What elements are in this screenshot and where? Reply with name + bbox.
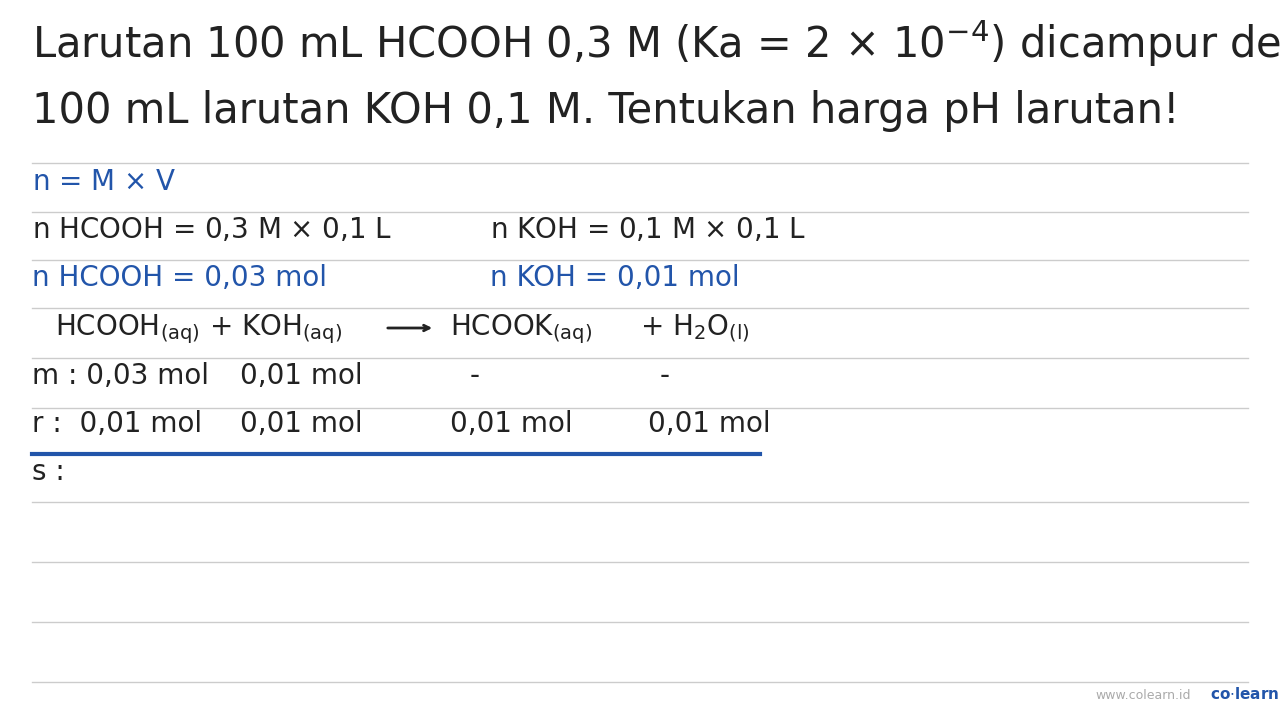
Text: n = M $\times$ V: n = M $\times$ V [32,168,177,196]
Text: HCOOH$_{\mathregular{(aq)}}$ + KOH$_{\mathregular{(aq)}}$: HCOOH$_{\mathregular{(aq)}}$ + KOH$_{\ma… [55,312,342,346]
Text: 100 mL larutan KOH 0,1 M. Tentukan harga pH larutan!: 100 mL larutan KOH 0,1 M. Tentukan harga… [32,90,1180,132]
Text: Larutan 100 mL HCOOH 0,3 M (Ka = 2 $\times$ 10$^{-4}$) dicampur dengan: Larutan 100 mL HCOOH 0,3 M (Ka = 2 $\tim… [32,18,1280,69]
Text: co$\cdot$learn: co$\cdot$learn [1210,686,1280,702]
Text: HCOOK$_{\mathregular{(aq)}}$: HCOOK$_{\mathregular{(aq)}}$ [451,312,593,346]
Text: s :: s : [32,458,65,486]
Text: n KOH = 0,01 mol: n KOH = 0,01 mol [490,264,740,292]
Text: -: - [470,362,480,390]
Text: 0,01 mol: 0,01 mol [241,410,362,438]
Text: n HCOOH = 0,3 M $\times$ 0,1 L: n HCOOH = 0,3 M $\times$ 0,1 L [32,216,392,244]
Text: + H$_2$O$_{\mathregular{(l)}}$: + H$_2$O$_{\mathregular{(l)}}$ [640,312,750,344]
Text: 0,01 mol: 0,01 mol [241,362,362,390]
Text: 0,01 mol: 0,01 mol [451,410,572,438]
Text: n HCOOH = 0,03 mol: n HCOOH = 0,03 mol [32,264,326,292]
Text: www.colearn.id: www.colearn.id [1094,689,1190,702]
Text: n KOH = 0,1 M $\times$ 0,1 L: n KOH = 0,1 M $\times$ 0,1 L [490,216,806,244]
Text: m : 0,03 mol: m : 0,03 mol [32,362,209,390]
Text: -: - [660,362,669,390]
Text: 0,01 mol: 0,01 mol [648,410,771,438]
Text: r :  0,01 mol: r : 0,01 mol [32,410,202,438]
